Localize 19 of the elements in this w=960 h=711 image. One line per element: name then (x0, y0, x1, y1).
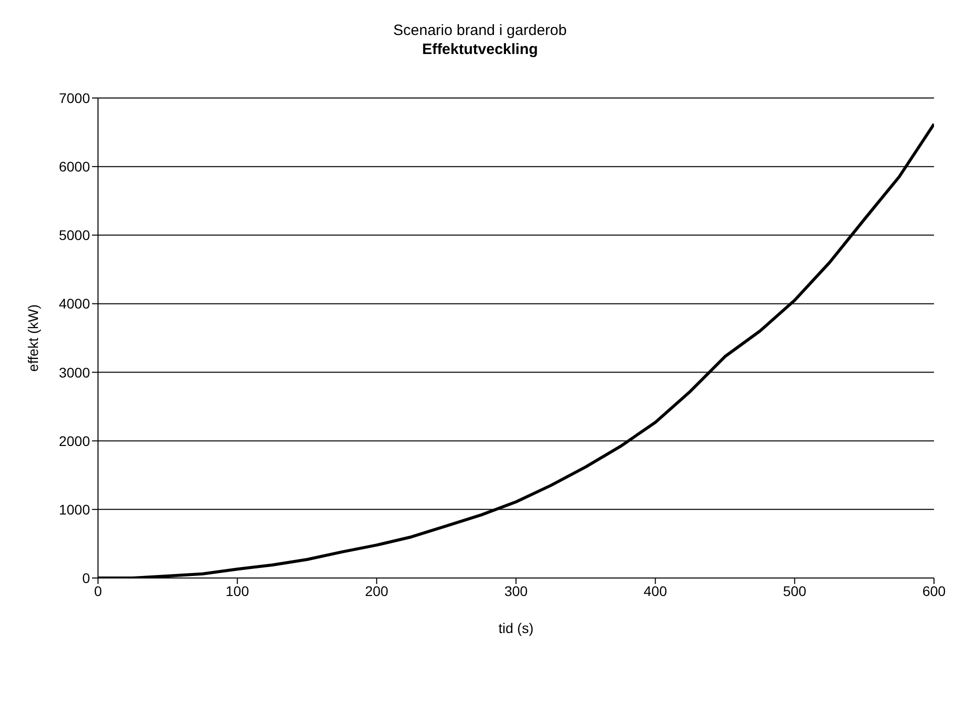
x-tick-label: 0 (94, 582, 102, 599)
x-tick-label: 200 (364, 582, 389, 599)
y-tick-label: 1000 (58, 501, 90, 518)
y-tick-label: 0 (82, 570, 90, 586)
y-tick-label: 6000 (58, 158, 90, 175)
y-tick-label: 2000 (58, 432, 90, 449)
y-tick-label: 7000 (58, 90, 90, 106)
y-tick-label: 3000 (58, 364, 90, 380)
x-axis-title: tid (s) (498, 620, 534, 636)
x-tick-label: 300 (504, 582, 528, 599)
chart-title: Scenario brand i garderob (392, 22, 568, 39)
chart-subtitle: Effektutveckling (421, 41, 539, 58)
x-tick-label: 400 (644, 582, 668, 599)
x-tick-label: 500 (782, 582, 807, 599)
y-axis-title: effekt (kW) (24, 304, 41, 372)
x-tick-label: 600 (922, 582, 946, 599)
x-tick-label: 100 (226, 582, 250, 599)
y-tick-label: 4000 (58, 296, 90, 312)
y-tick-label: 5000 (58, 227, 90, 244)
